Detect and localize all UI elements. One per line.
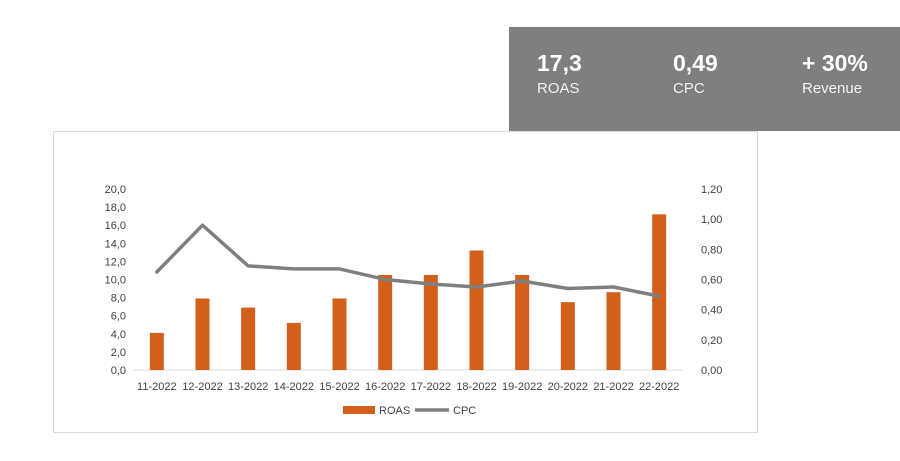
x-tick-label: 11-2022 <box>137 381 177 393</box>
legend-roas-swatch <box>343 406 375 414</box>
kpi-roas-value: 17,3 <box>537 50 582 76</box>
chart-frame: 0,0 2,0 4,0 6,0 8,0 10,0 12,0 14,0 16,0 18,0 20,0 0… <box>53 131 758 433</box>
kpi-revenue-label: Revenue <box>802 80 863 97</box>
y-left-tick-label: 12,0 <box>105 256 126 268</box>
kpi-revenue-value: + 30% <box>802 50 868 76</box>
kpi-roas: 17,3 ROAS <box>537 49 582 99</box>
y-left-tick-label: 4,0 <box>111 329 126 341</box>
y-right-tick-label: 0,60 <box>701 275 722 287</box>
roas-bar <box>149 332 164 370</box>
y-left-tick-label: 8,0 <box>111 293 126 305</box>
roas-bar <box>606 292 621 370</box>
y-left-tick-label: 18,0 <box>105 202 126 214</box>
roas-cpc-chart: 0,0 2,0 4,0 6,0 8,0 10,0 12,0 14,0 16,0 18,0 20,0 0… <box>105 184 723 417</box>
x-tick-label: 14-2022 <box>274 381 314 393</box>
x-tick-label: 12-2022 <box>182 381 222 393</box>
y-right-tick-label: 0,20 <box>701 335 722 347</box>
legend-roas-label: ROAS <box>379 405 410 417</box>
x-tick-label: 18-2022 <box>456 381 496 393</box>
cpc-line <box>155 223 661 298</box>
y-right-tick-label: 0,80 <box>701 244 722 256</box>
x-tick-label: 22-2022 <box>639 381 679 393</box>
y-left-tick-label: 0,0 <box>111 365 126 377</box>
y-right-tick-label: 1,00 <box>701 214 722 226</box>
y-right-tick-label: 1,20 <box>701 184 722 196</box>
roas-bar <box>560 302 575 370</box>
kpi-revenue: + 30% Revenue <box>802 49 868 99</box>
kpi-roas-label: ROAS <box>537 80 580 97</box>
x-tick-label: 19-2022 <box>502 381 542 393</box>
roas-bar <box>469 250 484 370</box>
legend-cpc-label: CPC <box>453 405 476 417</box>
roas-bar <box>378 274 393 370</box>
roas-bar <box>423 274 438 370</box>
roas-bar <box>241 307 256 370</box>
kpi-panel: 17,3 ROAS 0,49 CPC + 30% Revenue <box>509 27 900 131</box>
roas-bar <box>515 274 530 370</box>
x-tick-label: 21-2022 <box>593 381 633 393</box>
y-right-tick-label: 0,00 <box>701 365 722 377</box>
y-left-tick-label: 6,0 <box>111 311 126 323</box>
x-tick-label: 20-2022 <box>548 381 588 393</box>
y-left-tick-label: 2,0 <box>111 347 126 359</box>
y-left-tick-label: 10,0 <box>105 275 126 287</box>
kpi-cpc-label: CPC <box>673 80 705 97</box>
roas-bar <box>332 298 347 370</box>
x-tick-label: 16-2022 <box>365 381 405 393</box>
y-right-tick-label: 0,40 <box>701 305 722 317</box>
roas-bar <box>195 298 210 370</box>
kpi-cpc-value: 0,49 <box>673 50 718 76</box>
roas-bar <box>286 322 301 370</box>
y-left-tick-label: 14,0 <box>105 238 126 250</box>
x-tick-label: 17-2022 <box>411 381 451 393</box>
x-tick-label: 13-2022 <box>228 381 268 393</box>
kpi-cpc: 0,49 CPC <box>673 49 718 99</box>
roas-bar <box>652 214 667 370</box>
y-left-tick-label: 20,0 <box>105 184 126 196</box>
x-tick-label: 15-2022 <box>319 381 359 393</box>
y-left-tick-label: 16,0 <box>105 220 126 232</box>
